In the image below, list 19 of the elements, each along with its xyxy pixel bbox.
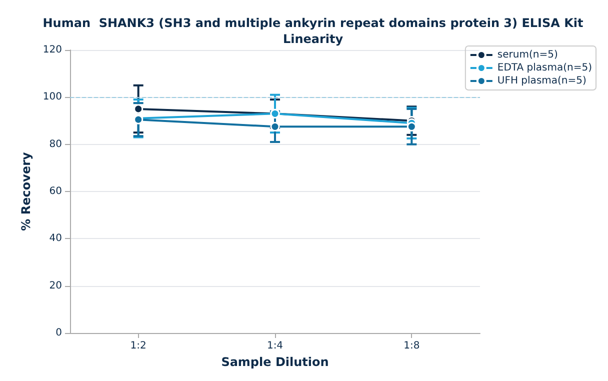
point [134,104,144,114]
point [270,122,280,132]
legend-label: UFH plasma(n=5) [497,76,586,86]
legend-label: EDTA plasma(n=5) [497,62,592,74]
y-tick-label: 60 [49,186,62,197]
x-tick-label: 1:4 [266,340,284,352]
y-tick-label: 0 [56,328,62,338]
x-axis-title: Sample Dilution [221,354,329,369]
point [406,122,416,132]
x-tick-label: 1:8 [404,340,420,352]
y-tick-label: 20 [49,280,62,292]
legend-label: serum(n=5) [497,50,558,60]
x-tick-label: 1:2 [130,340,146,352]
y-tick-label: 40 [49,233,62,244]
y-tick-label: 120 [42,44,62,56]
y-tick-label: 80 [49,138,62,150]
y-tick-label: 100 [42,92,62,103]
y-axis-title: % Recovery [19,152,33,231]
chart-title: Human SHANK3 (SH3 and multiple ankyrin repeat domains protein 3) ELISA Kit Linearity [42,16,584,46]
